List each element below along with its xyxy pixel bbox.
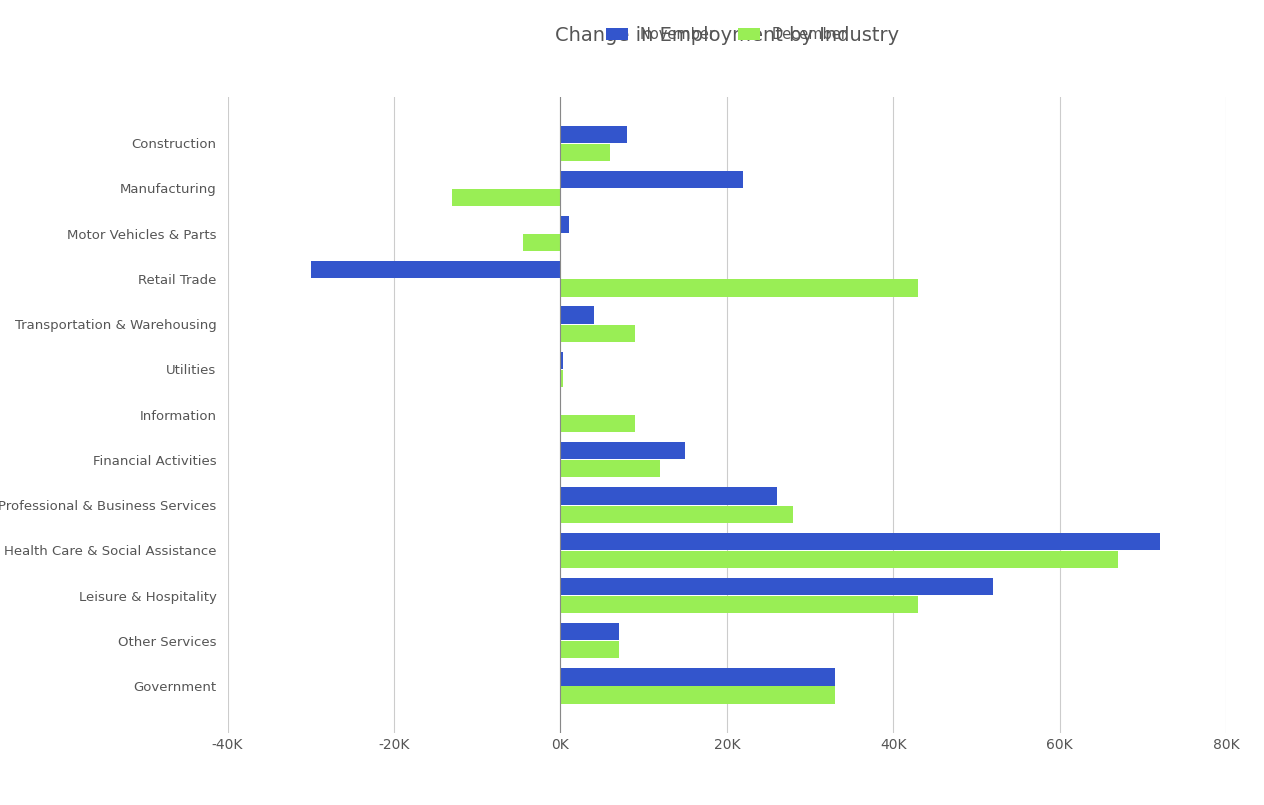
Bar [560,143,611,161]
Bar [560,623,618,640]
Bar [560,216,569,233]
Bar [311,261,560,279]
Bar [560,642,618,658]
Legend: November, December: November, December [600,21,853,47]
Bar [560,324,636,342]
Bar [523,234,560,251]
Bar [560,279,918,296]
Bar [560,578,994,595]
Bar [560,460,660,477]
Bar [560,687,836,704]
Bar [560,171,743,188]
Bar [560,307,594,324]
Title: Change in Employment by Industry: Change in Employment by Industry [555,26,899,45]
Bar [560,352,562,369]
Bar [560,533,1159,550]
Bar [560,506,794,522]
Bar [560,668,836,686]
Bar [560,126,627,142]
Bar [560,415,636,432]
Bar [560,487,776,505]
Bar [560,369,562,387]
Bar [560,442,685,460]
Bar [560,596,918,613]
Bar [560,551,1117,568]
Bar [453,189,560,206]
